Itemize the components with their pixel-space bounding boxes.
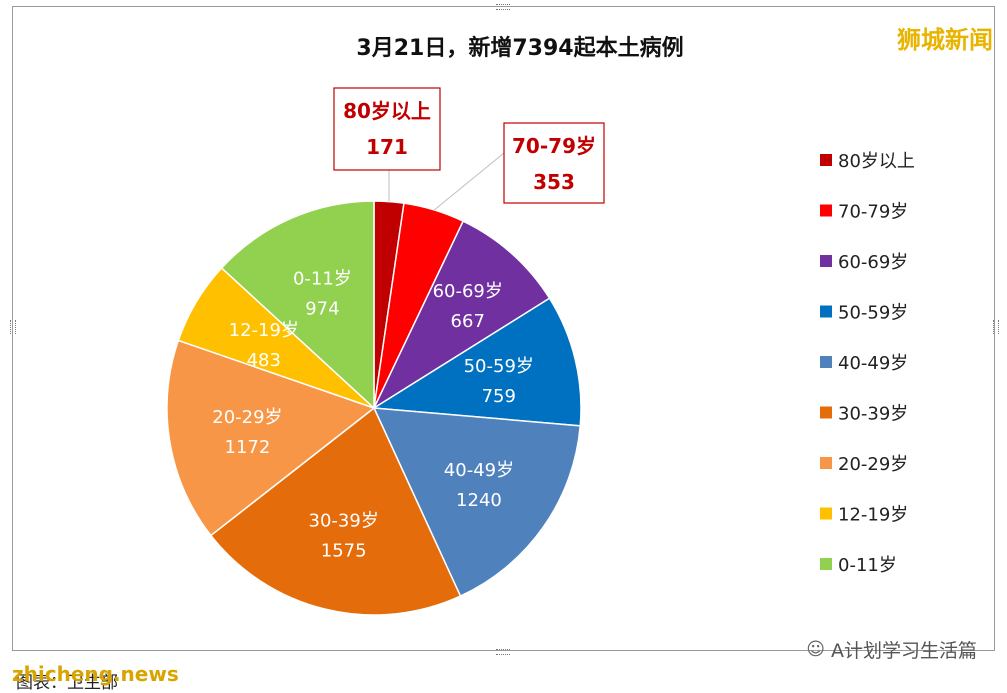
frame-handle-right[interactable] bbox=[993, 320, 999, 334]
slice-value-label: 974 bbox=[305, 298, 339, 319]
frame-handle-top[interactable] bbox=[496, 4, 510, 10]
slice-category-label: 12-19岁 bbox=[229, 320, 299, 341]
brand-logo: 狮城新闻 bbox=[897, 26, 993, 54]
watermark: ☺ A计划学习生活篇 bbox=[806, 636, 977, 663]
legend-label: 50-59岁 bbox=[838, 303, 908, 324]
slice-category-label: 60-69岁 bbox=[433, 281, 503, 302]
callout-leader-line bbox=[433, 152, 505, 211]
legend-label: 60-69岁 bbox=[838, 252, 908, 273]
slice-category-label: 40-49岁 bbox=[444, 460, 514, 481]
chart-title: 3月21日，新增7394起本土病例 bbox=[356, 35, 683, 61]
legend-swatch bbox=[820, 305, 832, 318]
frame-handle-bottom[interactable] bbox=[496, 649, 510, 655]
chart-frame bbox=[12, 6, 995, 651]
legend-label: 70-79岁 bbox=[838, 202, 908, 223]
callout-category-label: 70-79岁 bbox=[512, 134, 596, 158]
slice-value-label: 483 bbox=[247, 350, 281, 371]
pie-slice[interactable] bbox=[371, 297, 582, 427]
slice-value-label: 1172 bbox=[225, 437, 271, 458]
slice-category-label: 20-29岁 bbox=[212, 407, 282, 428]
legend-label: 0-11岁 bbox=[838, 555, 897, 576]
legend-swatch bbox=[820, 154, 832, 166]
callout-box bbox=[333, 87, 441, 171]
pie-slice[interactable] bbox=[220, 200, 375, 410]
callout-category-label: 80岁以上 bbox=[343, 99, 431, 123]
pie-slice[interactable] bbox=[372, 407, 582, 598]
legend-label: 40-49岁 bbox=[838, 353, 908, 374]
pie-slice[interactable] bbox=[372, 220, 551, 411]
slice-value-label: 759 bbox=[482, 386, 516, 407]
legend-swatch bbox=[820, 507, 832, 520]
legend-label: 20-29岁 bbox=[838, 454, 908, 475]
slice-value-label: 1575 bbox=[321, 541, 367, 562]
callout-value-label: 171 bbox=[366, 135, 408, 159]
slice-value-label: 667 bbox=[451, 311, 485, 332]
slice-category-label: 30-39岁 bbox=[309, 511, 379, 532]
frame-handle-left[interactable] bbox=[10, 320, 16, 334]
wechat-icon: ☺ bbox=[806, 639, 825, 660]
slice-category-label: 0-11岁 bbox=[293, 268, 352, 289]
slice-category-label: 50-59岁 bbox=[464, 356, 534, 377]
callout-value-label: 353 bbox=[533, 170, 575, 194]
bottom-watermark: zhicheng.news bbox=[12, 662, 179, 686]
pie-slice[interactable] bbox=[166, 339, 376, 537]
callout-box bbox=[503, 122, 605, 204]
legend-swatch bbox=[820, 558, 832, 570]
watermark-text: A计划学习生活篇 bbox=[831, 640, 977, 662]
legend-swatch bbox=[820, 457, 832, 469]
legend-swatch bbox=[820, 255, 832, 267]
legend-swatch bbox=[820, 356, 832, 368]
legend-swatch bbox=[820, 204, 832, 217]
legend-label: 30-39岁 bbox=[838, 404, 908, 425]
pie-slice[interactable] bbox=[209, 406, 462, 616]
chart-caption: 图表：卫生部 bbox=[16, 673, 118, 693]
legend-label: 80岁以上 bbox=[838, 151, 915, 172]
slice-value-label: 1240 bbox=[456, 490, 502, 511]
legend-swatch bbox=[820, 406, 832, 419]
legend-label: 12-19岁 bbox=[838, 505, 908, 526]
